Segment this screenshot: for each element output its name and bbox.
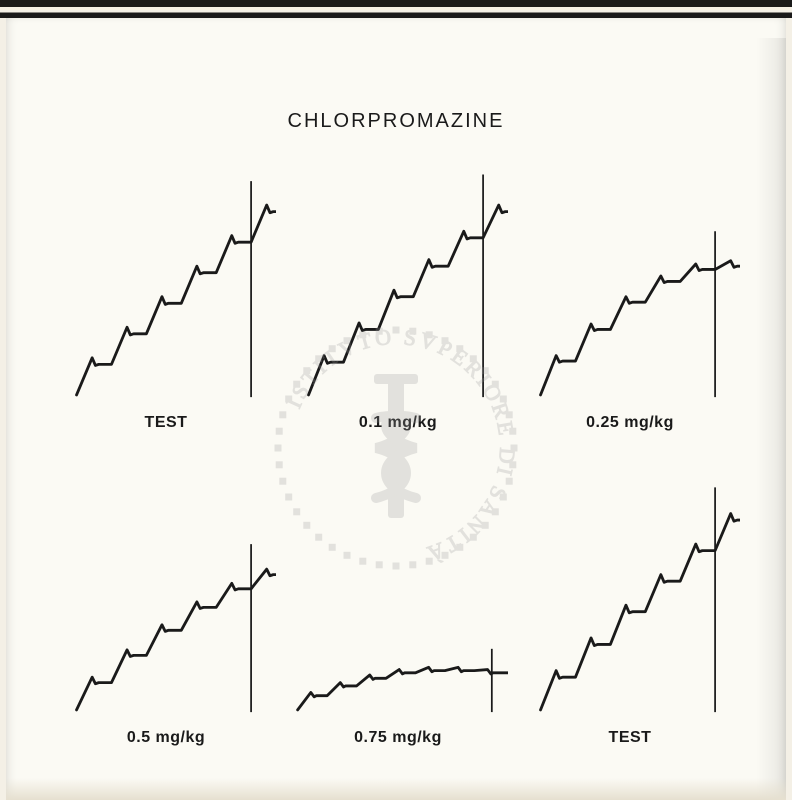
panel-label: 0.25 mg/kg [520, 414, 740, 432]
response-trace [77, 205, 276, 395]
trace-svg [56, 168, 276, 408]
panel-label: TEST [56, 414, 276, 432]
response-trace [309, 205, 508, 395]
panel-label: TEST [520, 729, 740, 747]
panel-label: 0.1 mg/kg [288, 414, 508, 432]
panel-label: 0.5 mg/kg [56, 729, 276, 747]
trace-svg [520, 483, 740, 723]
trace-svg [288, 483, 508, 723]
edge-shadow [6, 778, 786, 800]
panel-label: 0.75 mg/kg [288, 729, 508, 747]
response-trace [298, 667, 508, 710]
response-trace [541, 260, 740, 395]
figure-title: CHLORPROMAZINE [6, 110, 786, 133]
trace-panel: 0.75 mg/kg [288, 483, 508, 773]
response-trace [77, 568, 276, 710]
trace-panel: 0.5 mg/kg [56, 483, 276, 773]
trace-panel: TEST [56, 168, 276, 458]
trace-svg [288, 168, 508, 408]
trace-svg [56, 483, 276, 723]
edge-shadow [756, 38, 786, 800]
trace-panel: 0.25 mg/kg [520, 168, 740, 458]
trace-panel: 0.1 mg/kg [288, 168, 508, 458]
panel-grid: TEST 0.1 mg/kg 0.25 mg/kg 0.5 mg/kg 0.75… [56, 168, 736, 780]
page-surface: CHLORPROMAZINE TEST 0.1 mg/kg 0.25 mg/kg… [6, 18, 786, 800]
response-trace [541, 514, 740, 710]
film-frame-border [0, 0, 792, 18]
trace-panel: TEST [520, 483, 740, 773]
trace-svg [520, 168, 740, 408]
